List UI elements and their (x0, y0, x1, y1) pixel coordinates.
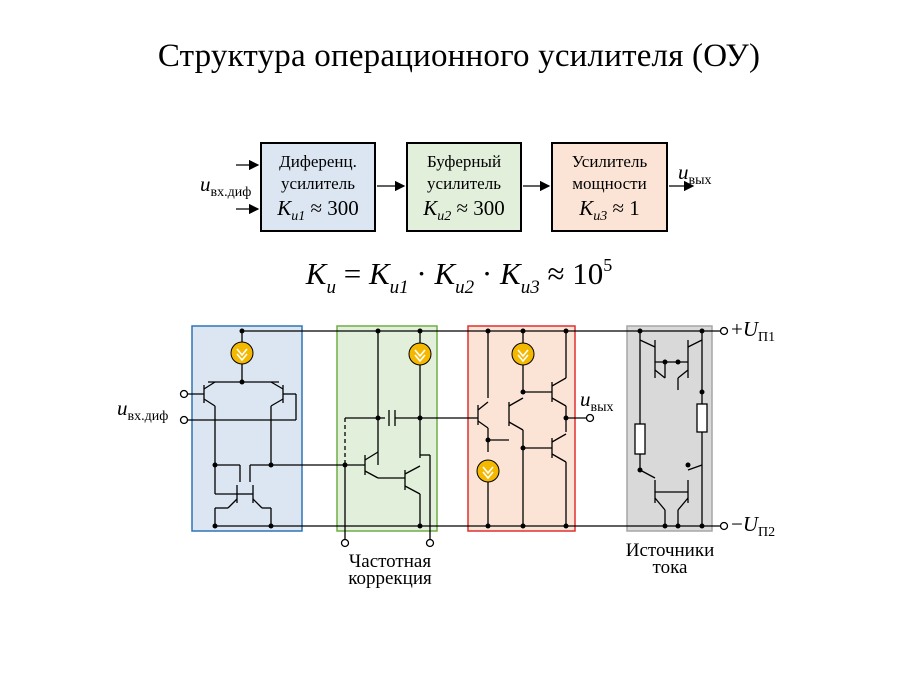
power-amplifier-block: Усилитель мощности Ku3 ≈ 1 (551, 142, 668, 232)
block-line2: усилитель (281, 174, 355, 193)
block-gain: Ku3 ≈ 1 (579, 196, 640, 224)
input-terminal (179, 389, 189, 399)
block-line1: Буферный (426, 152, 502, 171)
resistor-left (634, 423, 646, 455)
resistor-right (696, 403, 708, 433)
block-arrows (236, 159, 695, 215)
input-terminal (179, 415, 189, 425)
schematic-output-label: uвых (580, 387, 614, 415)
vminus-label: −UП2 (731, 512, 776, 540)
frequency-correction-caption: Частотная коррекция (348, 551, 432, 589)
current-sources-caption: Источники тока (625, 540, 715, 578)
gain-formula: Ku = Ku1 · Ku2 · Ku3 ≈ 105 (305, 255, 613, 298)
output-terminal (585, 413, 595, 423)
correction-terminal (340, 538, 350, 548)
block-gain: Ku1 ≈ 300 (277, 196, 359, 224)
block-line1: Усилитель (571, 152, 648, 171)
block-line2: усилитель (427, 174, 501, 193)
page-title: Структура операционного усилителя (ОУ) (157, 38, 761, 74)
block-input-label: uвх.диф (200, 172, 252, 200)
buffer-amplifier-block: Буферный усилитель Ku2 ≈ 300 (406, 142, 522, 232)
vplus-terminal (719, 326, 729, 336)
block-line1: Диференц. (279, 152, 357, 171)
current-source-icon (230, 341, 535, 483)
vplus-label: +UП1 (731, 317, 776, 345)
schematic-input-label: uвх.диф (117, 396, 169, 424)
diff-amplifier-block: Диференц. усилитель Ku1 ≈ 300 (260, 142, 376, 232)
vminus-terminal (719, 521, 729, 531)
block-line2: мощности (572, 174, 647, 193)
block-gain: Ku2 ≈ 300 (423, 196, 505, 224)
correction-terminal (425, 538, 435, 548)
